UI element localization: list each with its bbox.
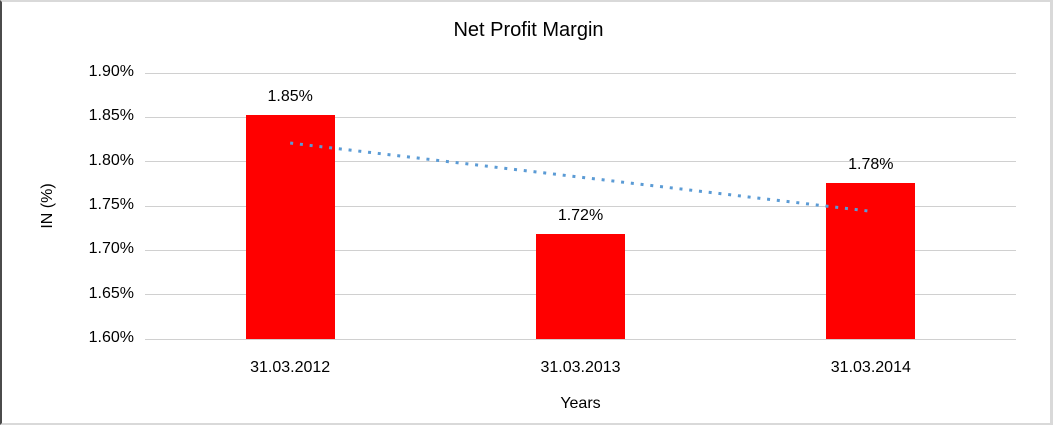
chart-title: Net Profit Margin (453, 19, 604, 41)
x-axis-title: Years (560, 395, 601, 412)
trendline-path (289, 141, 872, 213)
gridline (145, 72, 1016, 74)
y-axis-tick-label: 1.70% (88, 240, 134, 258)
bar-31.03.2013 (536, 234, 625, 339)
x-axis-category-label: 31.03.2012 (250, 359, 331, 376)
y-axis-tick-label: 1.75% (88, 196, 134, 213)
y-axis-tick-label: 1.60% (88, 329, 134, 346)
gridline (145, 338, 1016, 340)
x-axis-category-label: 31.03.2014 (830, 359, 911, 376)
x-axis-category-label: 31.03.2013 (540, 359, 621, 376)
y-axis-tick-label: 1.90% (88, 63, 134, 80)
y-axis-title: IN (%) (39, 183, 56, 229)
bar-value-label: 1.78% (848, 155, 894, 173)
bar-value-label: 1.85% (267, 87, 313, 105)
y-axis-tick-label: 1.80% (88, 151, 134, 169)
y-axis-tick-label: 1.85% (88, 107, 134, 125)
bar-31.03.2012 (245, 114, 335, 339)
gridline (145, 116, 1016, 118)
y-axis-tick-label: 1.65% (88, 284, 134, 302)
bar-value-label: 1.72% (557, 207, 604, 225)
bar-31.03.2014 (826, 182, 916, 339)
